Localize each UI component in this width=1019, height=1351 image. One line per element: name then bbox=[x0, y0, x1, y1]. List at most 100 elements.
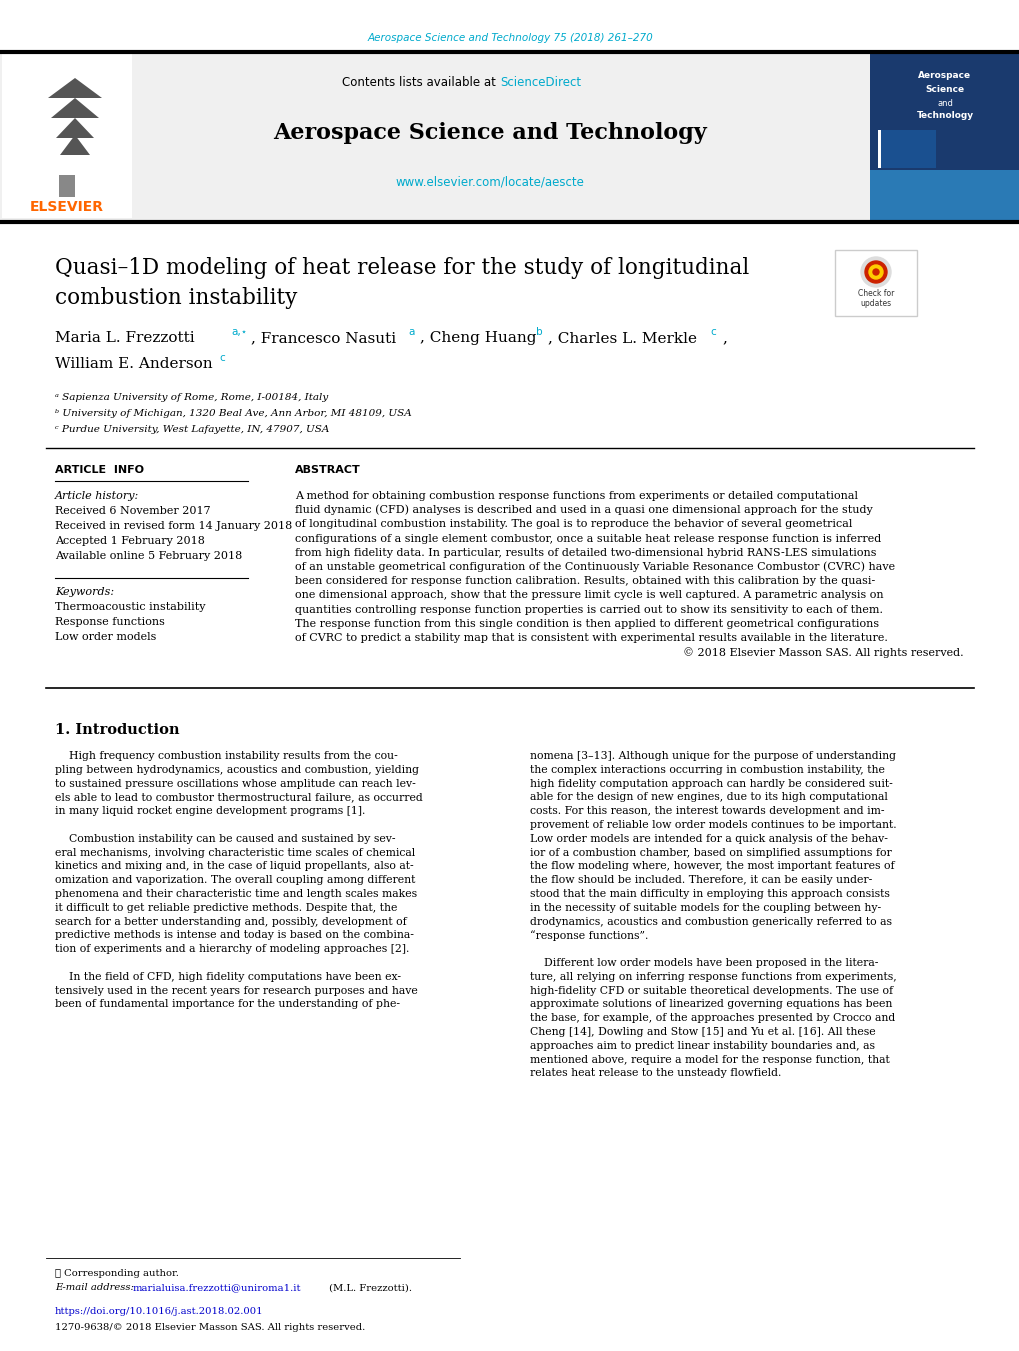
Text: relates heat release to the unsteady flowfield.: relates heat release to the unsteady flo… bbox=[530, 1069, 781, 1078]
Text: one dimensional approach, show that the pressure limit cycle is well captured. A: one dimensional approach, show that the … bbox=[294, 590, 882, 600]
Text: Low order models: Low order models bbox=[55, 632, 156, 642]
Text: in the necessity of suitable models for the coupling between hy-: in the necessity of suitable models for … bbox=[530, 902, 880, 913]
Text: in many liquid rocket engine development programs [1].: in many liquid rocket engine development… bbox=[55, 807, 365, 816]
Text: ior of a combustion chamber, based on simplified assumptions for: ior of a combustion chamber, based on si… bbox=[530, 847, 891, 858]
Text: a,⋆: a,⋆ bbox=[230, 327, 247, 336]
Text: 1. Introduction: 1. Introduction bbox=[55, 723, 179, 738]
Text: b: b bbox=[535, 327, 542, 336]
Text: predictive methods is intense and today is based on the combina-: predictive methods is intense and today … bbox=[55, 931, 414, 940]
Text: ⋆ Corresponding author.: ⋆ Corresponding author. bbox=[55, 1269, 178, 1278]
Text: , Charles L. Merkle: , Charles L. Merkle bbox=[547, 331, 696, 345]
Text: and: and bbox=[936, 99, 952, 108]
Text: of longitudinal combustion instability. The goal is to reproduce the behavior of: of longitudinal combustion instability. … bbox=[294, 519, 852, 530]
Text: Aerospace Science and Technology 75 (2018) 261–270: Aerospace Science and Technology 75 (201… bbox=[367, 32, 652, 43]
Polygon shape bbox=[48, 78, 102, 99]
Bar bbox=[59, 176, 75, 197]
Text: Check for: Check for bbox=[857, 289, 894, 297]
Text: kinetics and mixing and, in the case of liquid propellants, also at-: kinetics and mixing and, in the case of … bbox=[55, 862, 414, 871]
Text: Received in revised form 14 January 2018: Received in revised form 14 January 2018 bbox=[55, 521, 292, 531]
Bar bbox=[835, 250, 916, 316]
Text: mentioned above, require a model for the response function, that: mentioned above, require a model for the… bbox=[530, 1055, 889, 1065]
Polygon shape bbox=[56, 118, 94, 138]
Text: Low order models are intended for a quick analysis of the behav-: Low order models are intended for a quic… bbox=[530, 834, 887, 844]
Text: marialuisa.frezzotti@uniroma1.it: marialuisa.frezzotti@uniroma1.it bbox=[132, 1283, 302, 1293]
Text: approximate solutions of linearized governing equations has been: approximate solutions of linearized gove… bbox=[530, 1000, 892, 1009]
Text: ᶜ Purdue University, West Lafayette, IN, 47907, USA: ᶜ Purdue University, West Lafayette, IN,… bbox=[55, 424, 329, 434]
Text: configurations of a single element combustor, once a suitable heat release respo: configurations of a single element combu… bbox=[294, 534, 880, 543]
Text: provement of reliable low order models continues to be important.: provement of reliable low order models c… bbox=[530, 820, 896, 830]
Circle shape bbox=[860, 257, 891, 286]
Text: updates: updates bbox=[860, 299, 891, 308]
Text: ,: , bbox=[721, 331, 727, 345]
Text: high-fidelity CFD or suitable theoretical developments. The use of: high-fidelity CFD or suitable theoretica… bbox=[530, 986, 893, 996]
Text: omization and vaporization. The overall coupling among different: omization and vaporization. The overall … bbox=[55, 875, 415, 885]
Text: els able to lead to combustor thermostructural failure, as occurred: els able to lead to combustor thermostru… bbox=[55, 793, 422, 802]
Text: Accepted 1 February 2018: Accepted 1 February 2018 bbox=[55, 536, 205, 546]
Text: to sustained pressure oscillations whose amplitude can reach lev-: to sustained pressure oscillations whose… bbox=[55, 778, 416, 789]
Text: A method for obtaining combustion response functions from experiments or detaile: A method for obtaining combustion respon… bbox=[294, 490, 857, 501]
Text: Cheng [14], Dowling and Stow [15] and Yu et al. [16]. All these: Cheng [14], Dowling and Stow [15] and Yu… bbox=[530, 1027, 874, 1038]
Text: ture, all relying on inferring response functions from experiments,: ture, all relying on inferring response … bbox=[530, 971, 896, 982]
Circle shape bbox=[872, 269, 878, 276]
Text: pling between hydrodynamics, acoustics and combustion, yielding: pling between hydrodynamics, acoustics a… bbox=[55, 765, 419, 775]
Text: “response functions”.: “response functions”. bbox=[530, 929, 648, 940]
Text: ᵇ University of Michigan, 1320 Beal Ave, Ann Arbor, MI 48109, USA: ᵇ University of Michigan, 1320 Beal Ave,… bbox=[55, 408, 412, 417]
Text: ABSTRACT: ABSTRACT bbox=[294, 465, 361, 476]
Text: Article history:: Article history: bbox=[55, 490, 140, 501]
Polygon shape bbox=[51, 99, 99, 118]
Text: quantities controlling response function properties is carried out to show its s: quantities controlling response function… bbox=[294, 605, 882, 615]
Text: , Francesco Nasuti: , Francesco Nasuti bbox=[251, 331, 395, 345]
Text: The response function from this single condition is then applied to different ge: The response function from this single c… bbox=[294, 619, 878, 628]
Text: In the field of CFD, high fidelity computations have been ex-: In the field of CFD, high fidelity compu… bbox=[55, 971, 400, 982]
Text: the flow should be included. Therefore, it can be easily under-: the flow should be included. Therefore, … bbox=[530, 875, 871, 885]
Text: Received 6 November 2017: Received 6 November 2017 bbox=[55, 507, 210, 516]
Text: from high fidelity data. In particular, results of detailed two-dimensional hybr: from high fidelity data. In particular, … bbox=[294, 547, 875, 558]
Text: tion of experiments and a hierarchy of modeling approaches [2].: tion of experiments and a hierarchy of m… bbox=[55, 944, 409, 954]
Text: © 2018 Elsevier Masson SAS. All rights reserved.: © 2018 Elsevier Masson SAS. All rights r… bbox=[683, 647, 963, 658]
Text: it difficult to get reliable predictive methods. Despite that, the: it difficult to get reliable predictive … bbox=[55, 902, 397, 913]
Text: Aerospace Science and Technology: Aerospace Science and Technology bbox=[273, 122, 706, 145]
Bar bbox=[2, 54, 131, 218]
Text: high fidelity computation approach can hardly be considered suit-: high fidelity computation approach can h… bbox=[530, 778, 892, 789]
Circle shape bbox=[864, 261, 887, 282]
Bar bbox=[869, 51, 1019, 220]
Text: been considered for response function calibration. Results, obtained with this c: been considered for response function ca… bbox=[294, 576, 874, 586]
Text: fluid dynamic (CFD) analyses is described and used in a quasi one dimensional ap: fluid dynamic (CFD) analyses is describe… bbox=[294, 505, 872, 516]
Text: , Cheng Huang: , Cheng Huang bbox=[420, 331, 536, 345]
Text: Aerospace: Aerospace bbox=[917, 70, 971, 80]
Bar bbox=[0, 51, 1019, 220]
Text: High frequency combustion instability results from the cou-: High frequency combustion instability re… bbox=[55, 751, 397, 761]
Text: of an unstable geometrical configuration of the Continuously Variable Resonance : of an unstable geometrical configuration… bbox=[294, 562, 895, 573]
Bar bbox=[877, 130, 880, 168]
Text: drodynamics, acoustics and combustion generically referred to as: drodynamics, acoustics and combustion ge… bbox=[530, 916, 892, 927]
Text: the complex interactions occurring in combustion instability, the: the complex interactions occurring in co… bbox=[530, 765, 884, 775]
Text: Combustion instability can be caused and sustained by sev-: Combustion instability can be caused and… bbox=[55, 834, 395, 844]
Text: able for the design of new engines, due to its high computational: able for the design of new engines, due … bbox=[530, 793, 887, 802]
Text: the flow modeling where, however, the most important features of: the flow modeling where, however, the mo… bbox=[530, 862, 894, 871]
Text: 1270-9638/© 2018 Elsevier Masson SAS. All rights reserved.: 1270-9638/© 2018 Elsevier Masson SAS. Al… bbox=[55, 1324, 365, 1332]
Text: Quasi–1D modeling of heat release for the study of longitudinal: Quasi–1D modeling of heat release for th… bbox=[55, 257, 749, 280]
Text: ᵃ Sapienza University of Rome, Rome, I-00184, Italy: ᵃ Sapienza University of Rome, Rome, I-0… bbox=[55, 393, 328, 401]
Text: c: c bbox=[709, 327, 715, 336]
Text: Technology: Technology bbox=[915, 112, 972, 120]
Text: Maria L. Frezzotti: Maria L. Frezzotti bbox=[55, 331, 195, 345]
Text: ELSEVIER: ELSEVIER bbox=[30, 200, 104, 213]
Text: Keywords:: Keywords: bbox=[55, 586, 114, 597]
Text: search for a better understanding and, possibly, development of: search for a better understanding and, p… bbox=[55, 916, 407, 927]
Text: Different low order models have been proposed in the litera-: Different low order models have been pro… bbox=[530, 958, 877, 969]
Text: costs. For this reason, the interest towards development and im-: costs. For this reason, the interest tow… bbox=[530, 807, 883, 816]
Text: https://doi.org/10.1016/j.ast.2018.02.001: https://doi.org/10.1016/j.ast.2018.02.00… bbox=[55, 1308, 263, 1316]
Text: Available online 5 February 2018: Available online 5 February 2018 bbox=[55, 551, 243, 561]
Circle shape bbox=[868, 265, 882, 280]
Text: approaches aim to predict linear instability boundaries and, as: approaches aim to predict linear instabi… bbox=[530, 1040, 874, 1051]
Bar bbox=[869, 170, 1019, 220]
Text: c: c bbox=[219, 353, 224, 363]
Bar bbox=[877, 130, 935, 168]
Text: eral mechanisms, involving characteristic time scales of chemical: eral mechanisms, involving characteristi… bbox=[55, 847, 415, 858]
Text: stood that the main difficulty in employing this approach consists: stood that the main difficulty in employ… bbox=[530, 889, 889, 898]
Text: nomena [3–13]. Although unique for the purpose of understanding: nomena [3–13]. Although unique for the p… bbox=[530, 751, 895, 761]
Text: Thermoacoustic instability: Thermoacoustic instability bbox=[55, 603, 205, 612]
Text: a: a bbox=[408, 327, 414, 336]
Polygon shape bbox=[60, 135, 90, 155]
Text: tensively used in the recent years for research purposes and have: tensively used in the recent years for r… bbox=[55, 986, 418, 996]
